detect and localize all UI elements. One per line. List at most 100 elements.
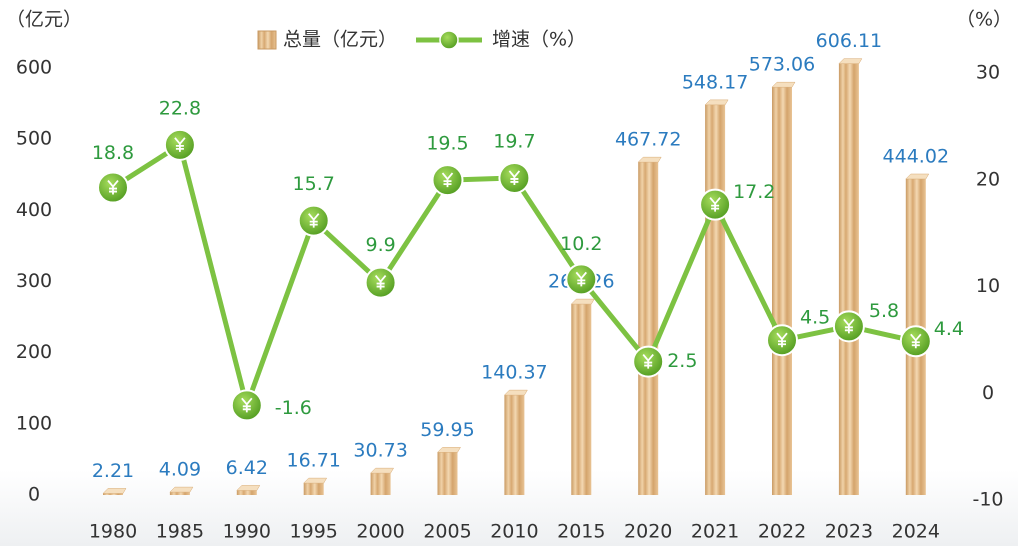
bar-group [436, 447, 461, 495]
bar-value-label: 59.95 [420, 419, 474, 441]
bar-group [303, 477, 328, 495]
bar-cap [102, 488, 127, 494]
bar-group [704, 99, 729, 495]
bar [437, 452, 458, 495]
x-tick-label: 2022 [758, 521, 806, 543]
y-tick-label: 300 [16, 270, 52, 292]
bar-value-label: 30.73 [353, 440, 407, 462]
line-value-label: 4.4 [934, 318, 964, 340]
marker-group [97, 171, 129, 204]
y2-tick-label: 30 [976, 62, 1000, 84]
marker-group [899, 325, 932, 358]
bar-group [503, 389, 528, 495]
bar-group [236, 485, 261, 495]
x-tick-label: 2020 [624, 521, 672, 543]
marker-group [632, 345, 665, 378]
y-tick-label: 0 [28, 484, 40, 506]
line-value-label: 4.5 [800, 307, 830, 329]
yen-icon [709, 197, 721, 212]
bar-cap [905, 173, 930, 180]
bar [772, 87, 792, 495]
marker-group [498, 161, 531, 194]
bar-group [771, 81, 796, 495]
line-value-label: 19.5 [426, 133, 468, 155]
bar-cap [236, 485, 261, 491]
bar [705, 104, 726, 495]
legend-label: 增速（%） [492, 29, 586, 51]
bar [638, 162, 659, 495]
marker-group [297, 204, 330, 237]
marker-group [163, 128, 196, 161]
yen-icon [441, 172, 454, 188]
bar-value-label: 4.09 [159, 459, 201, 481]
bar-cap [838, 58, 863, 64]
yen-icon [508, 170, 521, 185]
bar-cap [570, 298, 595, 305]
bar [236, 490, 257, 495]
bar-cap [436, 447, 461, 453]
bar [303, 483, 324, 495]
bar-value-label: 6.42 [226, 457, 268, 479]
y-tick-label: 200 [16, 341, 52, 363]
bar-group [169, 486, 194, 495]
x-tick-label: 2005 [423, 521, 471, 543]
legend-bar-icon [257, 30, 277, 50]
line-value-label: 15.7 [293, 173, 335, 195]
bar [504, 395, 525, 495]
line-value-label: 2.5 [667, 350, 697, 372]
line-value-label: 22.8 [159, 97, 201, 119]
y2-tick-label: 20 [976, 168, 1000, 190]
y-tick-label: 500 [16, 128, 52, 150]
line-value-label: -1.6 [275, 397, 312, 419]
marker-group [364, 266, 397, 299]
bar [370, 473, 391, 495]
bar-value-label: 444.02 [883, 146, 949, 168]
yen-icon [308, 213, 320, 228]
x-tick-label: 2010 [490, 521, 538, 543]
bar-value-label: 467.72 [615, 129, 681, 151]
yen-icon [374, 274, 387, 290]
bar-group [102, 488, 127, 495]
bar-value-label: 2.21 [92, 460, 134, 482]
yen-icon [174, 137, 186, 152]
bar-value-label: 140.37 [481, 362, 547, 384]
yen-icon [107, 179, 119, 195]
yen-icon [843, 318, 855, 334]
y2-tick-label: -10 [972, 489, 1003, 511]
marker-group [431, 164, 464, 197]
bar [103, 493, 123, 495]
marker-group [230, 389, 263, 422]
bar-cap [637, 156, 662, 163]
y-tick-label: 100 [16, 412, 52, 434]
x-tick-label: 1980 [89, 521, 137, 543]
bar-cap [369, 467, 395, 474]
x-tick-label: 2021 [691, 521, 739, 543]
x-tick-label: 1990 [223, 521, 271, 543]
y2-tick-label: 10 [976, 275, 1000, 297]
y-tick-label: 400 [16, 199, 52, 221]
yen-icon [575, 271, 587, 287]
bar-cap [303, 477, 328, 484]
x-tick-label: 2023 [825, 521, 873, 543]
bar-cap [704, 99, 729, 106]
marker-group [699, 188, 732, 221]
x-tick-label: 2000 [356, 521, 404, 543]
bar-cap [771, 81, 796, 88]
bar-value-label: 16.71 [286, 450, 340, 472]
bar [169, 492, 190, 495]
bar-group [369, 467, 395, 495]
yen-icon [241, 397, 253, 413]
line-value-label: 9.9 [365, 234, 395, 256]
line-value-label: 10.2 [560, 233, 602, 255]
bar-value-label: 573.06 [749, 54, 815, 76]
legend-dot-icon [439, 30, 459, 50]
bar [838, 63, 859, 495]
bar-group [570, 298, 595, 495]
bar-cap [503, 389, 528, 396]
x-tick-label: 2015 [557, 521, 605, 543]
yen-icon [776, 332, 788, 348]
bar-group [838, 58, 863, 495]
yen-icon [642, 353, 654, 369]
line-value-label: 19.7 [493, 130, 535, 152]
